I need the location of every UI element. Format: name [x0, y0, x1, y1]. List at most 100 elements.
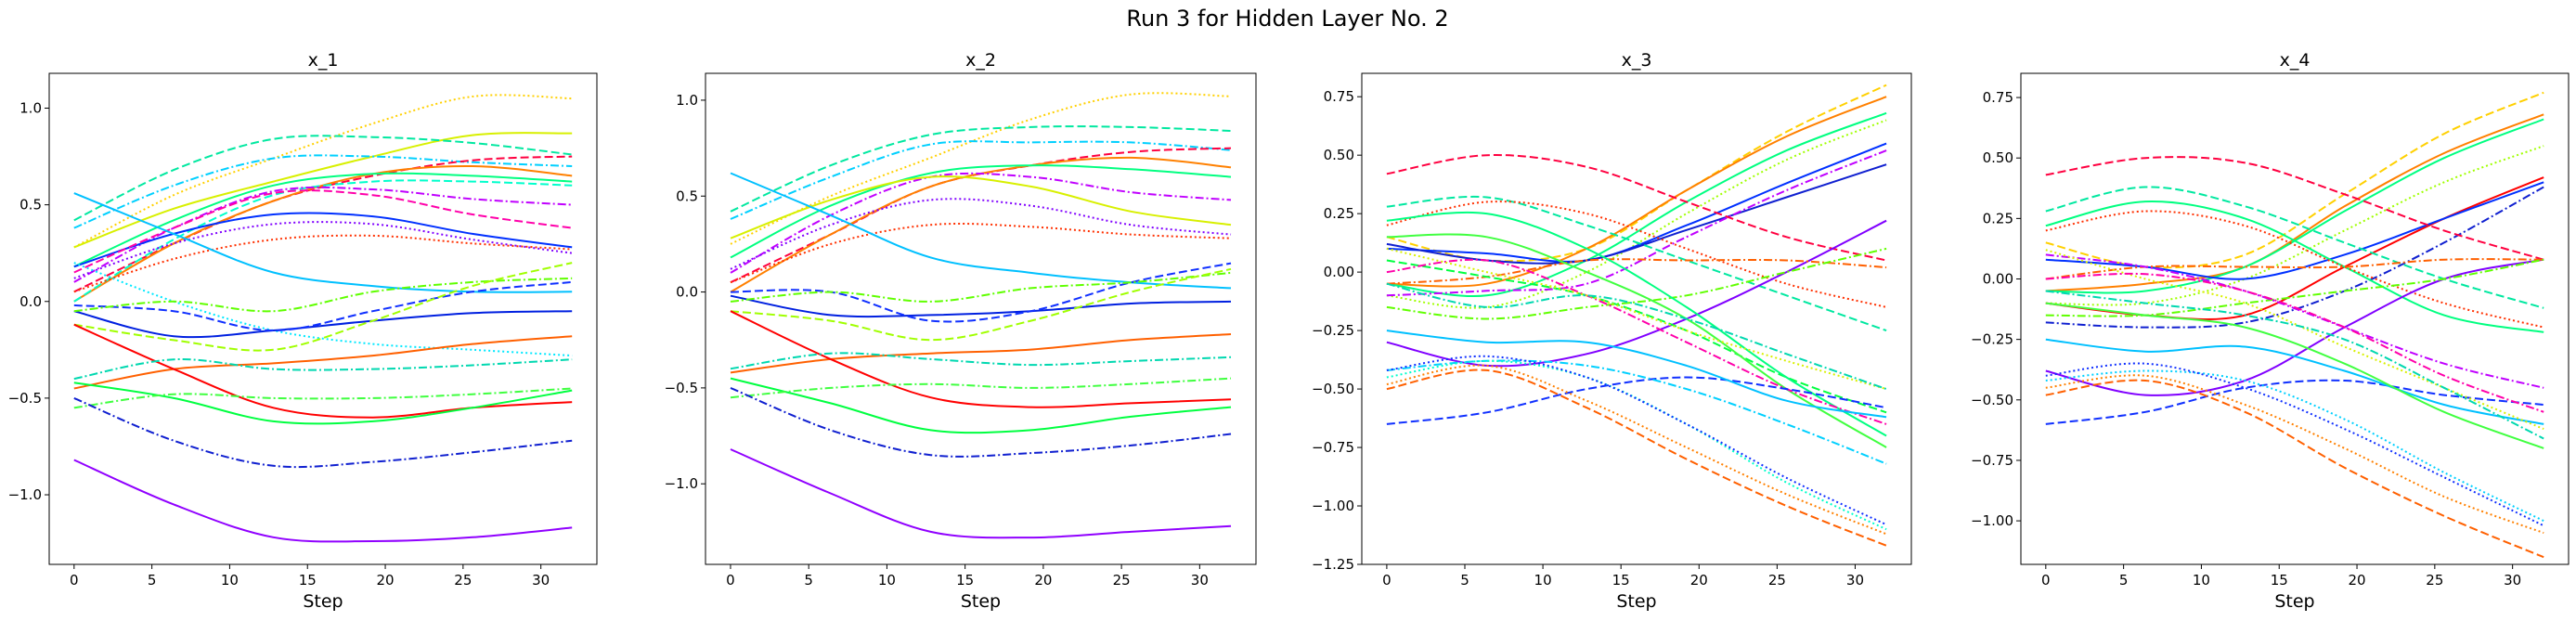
- subplot-title: x_2: [965, 50, 996, 71]
- subplot-title: x_3: [1622, 50, 1652, 71]
- series-line-24: [73, 358, 573, 381]
- x-tick-label: 10: [878, 572, 896, 589]
- series-line-2: [730, 125, 1232, 213]
- series-line-8: [73, 179, 573, 303]
- series-line-19: [730, 377, 1232, 399]
- series-line-16: [73, 310, 573, 339]
- series-line-9: [2045, 186, 2544, 309]
- series-line-5: [1386, 142, 1887, 263]
- y-tick-label: −0.50: [1312, 381, 1354, 397]
- series-line-2: [1386, 96, 1887, 288]
- subplot-2: x_2 0 5 10 15 20 25 30 −1.0 −0.5 0.0 0.5 1.0 Step: [665, 50, 1257, 612]
- series-line-10: [73, 221, 573, 279]
- series-line-19: [73, 262, 573, 352]
- axes-frame: [2020, 72, 2570, 565]
- series-line-11: [2045, 210, 2544, 329]
- series-line-12: [1386, 258, 1887, 285]
- series-line-17: [1386, 258, 1887, 425]
- y-tick-label: 0.50: [1983, 149, 2013, 166]
- x-axis-label: Step: [1616, 591, 1656, 612]
- x-tick-label: 5: [148, 572, 157, 589]
- axes-frame: [1361, 72, 1912, 565]
- subplot-title: x_4: [2280, 50, 2311, 71]
- series-line-11: [1386, 219, 1887, 368]
- series-line-18: [730, 377, 1232, 434]
- series-line-9: [730, 222, 1232, 284]
- subplot-4: x_4 0 5 10 15 20 25 30 −1.00 −0.75 −0.50 −0.25 0.00 0…: [1971, 50, 2570, 612]
- series-line-16: [730, 333, 1232, 374]
- y-tick-label: −0.25: [1971, 331, 2013, 348]
- series-line-23: [1386, 364, 1887, 536]
- series-line-17: [73, 280, 573, 332]
- x-tick-label: 10: [2193, 572, 2210, 589]
- series-line-3: [73, 135, 573, 222]
- series-line-3: [2045, 118, 2544, 294]
- x-tick-label: 10: [1534, 572, 1552, 589]
- series-line-15: [1386, 211, 1887, 437]
- series-line-1: [1386, 84, 1887, 263]
- x-tick-label: 15: [2271, 572, 2288, 589]
- y-tick-label: −1.00: [1312, 498, 1354, 514]
- series-line-8: [2045, 156, 2544, 261]
- y-tick-label: 0.25: [1324, 205, 1354, 222]
- series-line-13: [2045, 258, 2544, 280]
- series-line-2: [73, 132, 573, 249]
- x-tick-label: 30: [1191, 572, 1209, 589]
- axes-frame: [705, 72, 1257, 565]
- series-line-23: [73, 387, 573, 409]
- series-line-4: [73, 154, 573, 229]
- series-line-7: [73, 172, 573, 268]
- series-line-25: [1386, 247, 1887, 391]
- series-line-4: [1386, 119, 1887, 309]
- y-tick-label: 0.00: [1983, 271, 2013, 288]
- series-line-20: [2045, 362, 2544, 527]
- x-tick-label: 0: [726, 572, 735, 589]
- x-tick-label: 30: [532, 572, 550, 589]
- series-group: [2045, 91, 2544, 559]
- y-tick-label: −0.5: [665, 380, 698, 396]
- x-tick-label: 5: [1460, 572, 1469, 589]
- x-tick-label: 25: [1768, 572, 1786, 589]
- x-tick-label: 25: [454, 572, 472, 589]
- series-line-21: [2045, 374, 2544, 535]
- series-line-14: [730, 271, 1232, 303]
- x-tick-label: 0: [70, 572, 79, 589]
- series-line-10: [1386, 201, 1887, 308]
- series-line-25: [73, 396, 573, 469]
- series-line-13: [730, 262, 1232, 323]
- series-line-7: [1386, 149, 1887, 297]
- series-line-24: [2045, 290, 2544, 440]
- series-line-6: [2045, 181, 2544, 280]
- series-line-14: [1386, 259, 1887, 414]
- series-line-13: [1386, 247, 1887, 320]
- x-tick-label: 5: [2119, 572, 2129, 589]
- series-line-10: [2045, 200, 2544, 333]
- series-line-9: [73, 186, 573, 283]
- x-tick-label: 0: [2041, 572, 2051, 589]
- y-tick-label: 0.00: [1324, 264, 1354, 280]
- y-tick-label: 0.0: [676, 284, 698, 301]
- series-line-20: [730, 352, 1232, 370]
- x-tick-label: 20: [1034, 572, 1052, 589]
- subplot-3: x_3 0 5 10 15 20 25 30 −1.25 −1.00 −0.75 −0.50 −0.25…: [1312, 50, 1912, 612]
- y-tick-label: 0.5: [676, 188, 698, 204]
- x-tick-label: 15: [1612, 572, 1630, 589]
- series-line-14: [73, 192, 573, 293]
- x-tick-label: 0: [1382, 572, 1392, 589]
- x-tick-label: 25: [1113, 572, 1131, 589]
- series-line-11: [73, 234, 573, 293]
- series-line-19: [1386, 330, 1887, 419]
- x-tick-label: 20: [376, 572, 394, 589]
- series-line-23: [2045, 249, 2544, 431]
- x-tick-label: 20: [1690, 572, 1708, 589]
- axes-frame: [48, 72, 598, 565]
- series-line-13: [73, 189, 573, 274]
- y-tick-label: 1.0: [19, 99, 42, 116]
- series-line-22: [730, 448, 1232, 539]
- y-tick-label: −0.75: [1312, 439, 1354, 456]
- series-line-20: [1386, 359, 1887, 465]
- series-group: [1386, 84, 1887, 547]
- y-tick-label: −1.00: [1971, 512, 2013, 529]
- figure-title: Run 3 for Hidden Layer No. 2: [1126, 6, 1448, 32]
- series-line-12: [730, 294, 1232, 318]
